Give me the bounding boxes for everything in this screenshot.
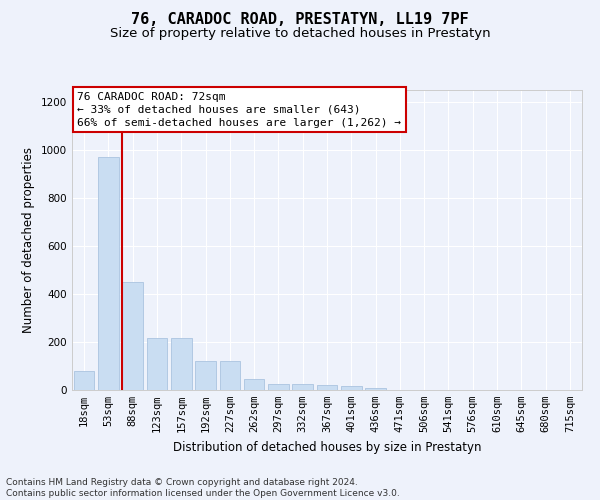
Bar: [122, 282, 143, 390]
Bar: [195, 361, 216, 390]
Bar: [341, 386, 362, 390]
Bar: [220, 361, 240, 390]
Bar: [292, 384, 313, 390]
Bar: [244, 379, 265, 390]
Bar: [365, 388, 386, 390]
Bar: [98, 157, 119, 390]
Y-axis label: Number of detached properties: Number of detached properties: [22, 147, 35, 333]
Bar: [74, 371, 94, 390]
Text: Contains HM Land Registry data © Crown copyright and database right 2024.
Contai: Contains HM Land Registry data © Crown c…: [6, 478, 400, 498]
Bar: [171, 338, 191, 390]
Bar: [317, 385, 337, 390]
X-axis label: Distribution of detached houses by size in Prestatyn: Distribution of detached houses by size …: [173, 440, 481, 454]
Bar: [146, 338, 167, 390]
Text: Size of property relative to detached houses in Prestatyn: Size of property relative to detached ho…: [110, 28, 490, 40]
Text: 76 CARADOC ROAD: 72sqm
← 33% of detached houses are smaller (643)
66% of semi-de: 76 CARADOC ROAD: 72sqm ← 33% of detached…: [77, 92, 401, 128]
Text: 76, CARADOC ROAD, PRESTATYN, LL19 7PF: 76, CARADOC ROAD, PRESTATYN, LL19 7PF: [131, 12, 469, 28]
Bar: [268, 384, 289, 390]
